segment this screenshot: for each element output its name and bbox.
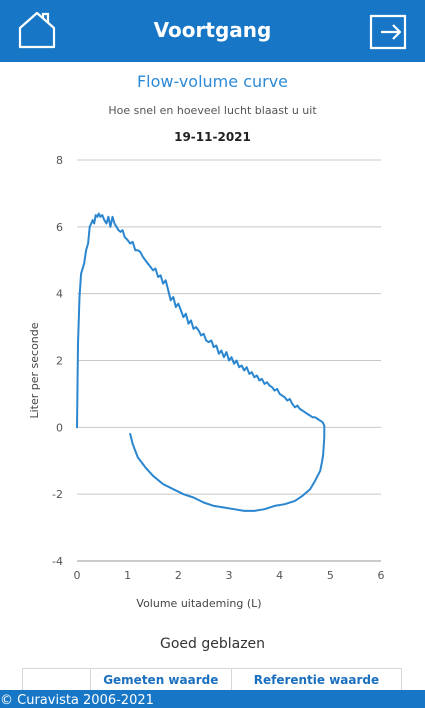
y-tick-label: 0 [56, 421, 63, 434]
footer: © Curavista 2006-2021 [0, 690, 425, 708]
results-table: Gemeten waarde Referentie waarde [22, 668, 402, 696]
table-header-measured: Gemeten waarde [91, 669, 232, 696]
logout-icon [369, 14, 407, 50]
x-axis-label: Volume uitademing (L) [136, 597, 261, 610]
y-tick-label: -4 [52, 555, 63, 568]
chart-date: 19-11-2021 [174, 130, 251, 144]
x-tick-label: 2 [175, 569, 182, 582]
x-tick-label: 1 [124, 569, 131, 582]
flow-volume-line [76, 212, 326, 512]
page-title: Voortgang [153, 18, 272, 42]
home-button[interactable] [16, 10, 58, 52]
chart-title: Flow-volume curve [136, 72, 289, 91]
table-header-reference: Referentie waarde [253, 673, 380, 687]
flow-volume-chart: -4 -2 0 2 4 6 8 0 1 2 3 4 5 6 Volume uitademing (L) Lit… [28, 154, 385, 610]
y-axis-label: Liter per seconde [28, 322, 41, 418]
x-tick-label: 4 [276, 569, 283, 582]
y-tick-label: 6 [56, 221, 63, 234]
chart-subtitle: Hoe snel en hoeveel lucht blaast u uit [108, 104, 317, 117]
top-bar: Voortgang [0, 0, 425, 62]
x-tick-label: 0 [74, 569, 81, 582]
y-tick-label: 2 [56, 355, 63, 368]
y-tick-label: 4 [56, 288, 63, 301]
x-tick-label: 3 [226, 569, 233, 582]
x-tick-label: 6 [378, 569, 385, 582]
logout-button[interactable] [367, 10, 409, 52]
y-tick-label: -2 [52, 488, 63, 501]
result-status: Goed geblazen [159, 636, 266, 652]
home-icon [18, 11, 56, 49]
table-header-empty [23, 669, 91, 696]
y-tick-label: 8 [56, 154, 63, 167]
x-tick-label: 5 [327, 569, 334, 582]
